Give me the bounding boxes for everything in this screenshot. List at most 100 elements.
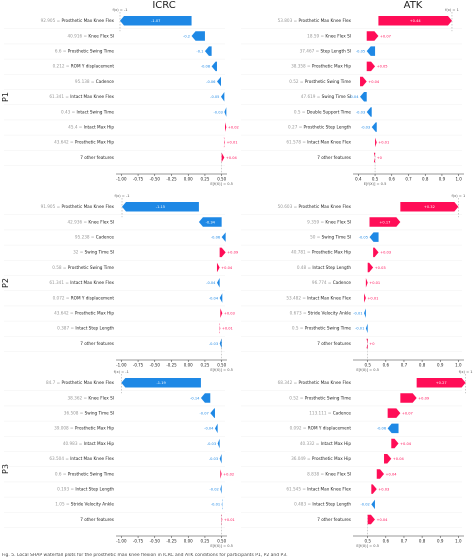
shap-value-label: +0.02 — [228, 125, 239, 129]
feature-value: 0.6 = — [55, 471, 68, 476]
waterfall-bar — [214, 423, 218, 434]
waterfall-p2-atk: f(x) = 1 50.603 = Prosthetic Max Knee Fle… — [241, 194, 465, 372]
feature-name: Prosthetic Max Hip — [312, 64, 351, 69]
feature-label: 42.936 = Knee Flex SI — [68, 219, 115, 224]
feature-name: Prosthetic Max Knee Flex — [298, 380, 351, 385]
shap-value-label: +0.04 — [368, 80, 380, 84]
shap-value-label: +0.32 — [424, 205, 435, 209]
feature-value: 40.781 = — [291, 250, 312, 255]
shap-value-label: -0.04 — [209, 296, 219, 300]
shap-value-label: +0.04 — [400, 442, 412, 446]
feature-value: 0.52 = — [289, 395, 305, 400]
waterfall-p1-icrc: f(x) = -1 92.905 = Prosthetic Max Knee Fl… — [4, 8, 239, 186]
shap-value-label: +0.03 — [378, 487, 389, 491]
x-tick-label: 1.0 — [455, 363, 462, 368]
feature-name: Prosthetic Swing Time — [68, 265, 115, 270]
feature-value: 0.092 = — [290, 426, 308, 431]
shap-value-label: +0.01 — [369, 281, 380, 285]
waterfall-bar — [219, 293, 223, 303]
fx-label: f(x) = 1 — [459, 370, 473, 374]
x-tick-label: 0.7 — [401, 363, 408, 368]
waterfall-bar — [216, 76, 221, 87]
feature-name: Intact Max Hip — [84, 441, 115, 446]
feature-label: 0.58 = Prosthetic Swing Time — [52, 265, 114, 270]
feature-label: 6.6 = Prosthetic Swing Time — [55, 48, 115, 53]
feature-name: Prosthetic Max Knee Flex — [61, 18, 114, 23]
fx-label: f(x) = -1 — [112, 8, 127, 12]
feature-value: 95.138 = — [75, 79, 96, 84]
shap-value-label: +0.03 — [224, 311, 235, 315]
feature-value: 95.238 = — [75, 234, 96, 239]
x-tick-label: 0.50 — [217, 177, 226, 182]
shap-value-label: +0.04 — [386, 472, 398, 476]
waterfall-bar — [366, 31, 379, 41]
feature-label: 40.983 = Intact Max Hip — [63, 441, 115, 446]
x-tick-label: 1.0 — [455, 177, 462, 182]
shap-value-label: +0.03 — [375, 266, 386, 270]
waterfall-bar — [221, 232, 226, 242]
shap-value-label: -0.06 — [211, 235, 221, 239]
waterfall-bar — [223, 137, 225, 148]
waterfall-bar — [366, 107, 372, 117]
feature-label: 0.43 = Intact Swing Time — [61, 109, 114, 114]
feature-value: 0.48 = — [297, 265, 313, 270]
feature-name: Knee Flex SI — [325, 471, 351, 476]
shap-value-label: +0.27 — [436, 381, 447, 385]
shap-value-label: -0.07 — [199, 411, 208, 415]
shap-value-label: -1.07 — [151, 19, 160, 23]
feature-value: 8.838 = — [307, 471, 325, 476]
shap-value-label: -1.15 — [156, 205, 165, 209]
feature-label: 18.59 = Knee Flex SI — [307, 33, 351, 38]
waterfall-bar — [391, 438, 399, 449]
feature-label: 68.342 = Prosthetic Max Knee Flex — [278, 380, 352, 385]
feature-value: 50.603 = — [278, 204, 299, 209]
waterfall-bar — [364, 308, 366, 318]
feature-name: Step Length SI — [320, 48, 351, 53]
shap-value-label: +0.01 — [378, 141, 389, 145]
waterfall-bar — [364, 293, 366, 303]
x-tick-label: -1.00 — [116, 363, 127, 368]
x-tick-label: -0.25 — [166, 363, 177, 368]
feature-value: 40.332 = — [300, 441, 321, 446]
figure-caption: Fig. 5. Local SHAP waterfall plots for t… — [2, 553, 288, 558]
feature-value: 0.5 = — [294, 109, 307, 114]
x-tick-label: 0.7 — [405, 177, 412, 182]
feature-label: 40.781 = Prosthetic Max Hip — [291, 250, 351, 255]
feature-name: Prosthetic Max Knee Flex — [298, 204, 351, 209]
shap-value-label: +0.04 — [376, 518, 388, 522]
feature-name: Prosthetic Max Hip — [75, 426, 114, 431]
x-tick-label: 0.00 — [184, 363, 193, 368]
feature-label: 36.508 = Swing Time SI — [64, 410, 114, 415]
x-tick-label: -0.75 — [133, 363, 144, 368]
shap-value-label: -0.03 — [209, 457, 218, 461]
feature-label: 0.387 = Intact Step Length — [57, 326, 114, 331]
efx-label: E[f(X)] = 0.5 — [364, 182, 387, 186]
waterfall-bar — [217, 438, 220, 449]
feature-name: Knee Flex SI — [325, 33, 351, 38]
feature-label: 9.359 = Knee Flex SI — [307, 219, 351, 224]
feature-name: 7 other features — [317, 341, 351, 346]
feature-label: 92.905 = Prosthetic Max Knee Flex — [41, 18, 115, 23]
feature-label: 0.5 = Prosthetic Swing Time — [292, 326, 352, 331]
shap-value-label: +0.01 — [224, 518, 235, 522]
feature-name: Prosthetic Max Knee Flex — [61, 380, 114, 385]
feature-name: Cadence — [96, 234, 115, 239]
feature-name: Prosthetic Swing Time — [68, 48, 115, 53]
shap-value-label: -0.01 — [211, 503, 220, 507]
efx-label: E[f(X)] = 0.5 — [210, 368, 233, 372]
feature-value: 61.545 = — [286, 486, 307, 491]
feature-label: 7 other features — [80, 341, 114, 346]
shap-value-label: -0.04 — [206, 281, 216, 285]
feature-label: 61.341 = Intact Max Knee Flex — [49, 94, 114, 99]
shap-value-label: -0.03 — [361, 125, 370, 129]
feature-name: Prosthetic Swing Time — [68, 471, 115, 476]
feature-label: 43.642 = Prosthetic Max Hip — [54, 140, 114, 145]
feature-value: 38.362 = — [68, 395, 89, 400]
feature-label: 40.332 = Intact Max Hip — [300, 441, 352, 446]
feature-label: 45.4 = Intact Max Hip — [68, 124, 114, 129]
shap-value-label: +0.05 — [377, 65, 388, 69]
x-tick-label: -0.25 — [166, 539, 177, 544]
feature-name: Knee Flex SI — [88, 219, 114, 224]
feature-label: 0.52 = Prosthetic Swing Time — [289, 395, 351, 400]
efx-label: E[f(X)] = 0.5 — [356, 544, 379, 548]
